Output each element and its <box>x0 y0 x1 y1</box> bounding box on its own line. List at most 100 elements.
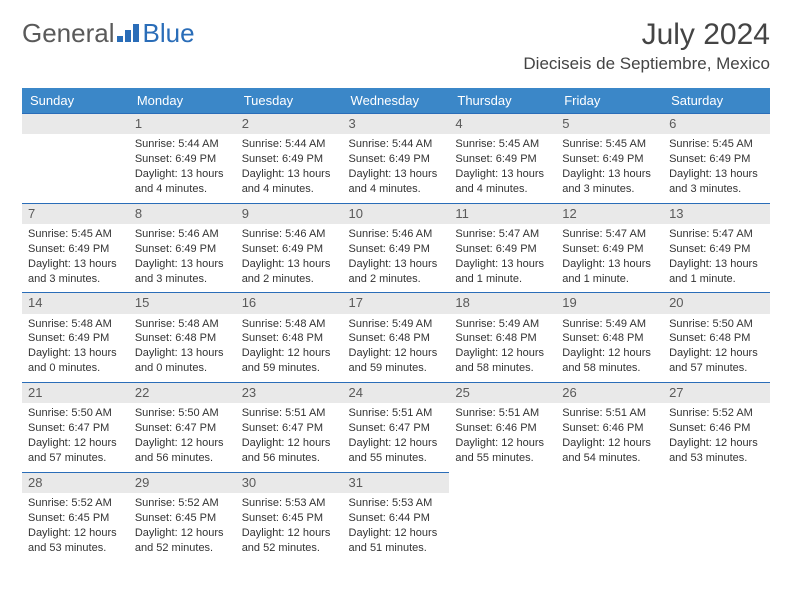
calendar-cell: 15Sunrise: 5:48 AMSunset: 6:48 PMDayligh… <box>129 292 236 382</box>
calendar-cell: 2Sunrise: 5:44 AMSunset: 6:49 PMDaylight… <box>236 113 343 203</box>
day-line: Daylight: 12 hours <box>349 436 444 451</box>
day-line: and 1 minute. <box>455 272 550 287</box>
daynum-bar: 11 <box>449 203 556 224</box>
calendar-cell <box>22 113 129 203</box>
daynum-bar: 28 <box>22 472 129 493</box>
day-line: Sunrise: 5:44 AM <box>242 137 337 152</box>
day-line: Sunrise: 5:45 AM <box>28 227 123 242</box>
calendar-cell: 8Sunrise: 5:46 AMSunset: 6:49 PMDaylight… <box>129 203 236 293</box>
day-line: Daylight: 13 hours <box>28 346 123 361</box>
dayheader-wednesday: Wednesday <box>343 88 450 113</box>
day-line: and 1 minute. <box>562 272 657 287</box>
day-line: Sunset: 6:49 PM <box>562 242 657 257</box>
daynum-bar: 14 <box>22 292 129 313</box>
calendar-cell: 11 Sunrise: 5:47 AMSunset: 6:49 PMDayligh… <box>449 203 556 293</box>
day-line: Sunrise: 5:44 AM <box>349 137 444 152</box>
day-line: Daylight: 13 hours <box>455 257 550 272</box>
calendar-cell <box>556 472 663 562</box>
daynum-bar: 30 <box>236 472 343 493</box>
day-line: Sunrise: 5:46 AM <box>349 227 444 242</box>
calendar-cell: 25Sunrise: 5:51 AMSunset: 6:46 PMDayligh… <box>449 382 556 472</box>
day-line: Sunset: 6:49 PM <box>455 242 550 257</box>
day-body: Sunrise: 5:48 AMSunset: 6:48 PMDaylight:… <box>129 314 236 382</box>
day-line: Sunset: 6:48 PM <box>455 331 550 346</box>
day-body: Sunrise: 5:48 AMSunset: 6:48 PMDaylight:… <box>236 314 343 382</box>
daynum-bar: 8 <box>129 203 236 224</box>
daynum-bar: 18 <box>449 292 556 313</box>
day-line: and 3 minutes. <box>562 182 657 197</box>
day-line: Sunset: 6:47 PM <box>242 421 337 436</box>
calendar-cell: 18Sunrise: 5:49 AMSunset: 6:48 PMDayligh… <box>449 292 556 382</box>
day-line: and 1 minute. <box>669 272 764 287</box>
day-body: Sunrise: 5:49 AMSunset: 6:48 PMDaylight:… <box>556 314 663 382</box>
day-body: Sunrise: 5:48 AMSunset: 6:49 PMDaylight:… <box>22 314 129 382</box>
day-line: Sunset: 6:48 PM <box>242 331 337 346</box>
day-line: Sunrise: 5:53 AM <box>242 496 337 511</box>
day-body: Sunrise: 5:50 AMSunset: 6:47 PMDaylight:… <box>129 403 236 471</box>
calendar-cell: 10Sunrise: 5:46 AMSunset: 6:49 PMDayligh… <box>343 203 450 293</box>
daynum-bar: 9 <box>236 203 343 224</box>
day-line: Sunrise: 5:49 AM <box>562 317 657 332</box>
daynum-bar: 4 <box>449 113 556 134</box>
day-line: Sunrise: 5:51 AM <box>242 406 337 421</box>
day-line: and 52 minutes. <box>135 541 230 556</box>
day-line: Daylight: 13 hours <box>455 167 550 182</box>
calendar-cell: 27Sunrise: 5:52 AMSunset: 6:46 PMDayligh… <box>663 382 770 472</box>
day-line: Sunset: 6:49 PM <box>242 242 337 257</box>
day-line: Daylight: 12 hours <box>28 436 123 451</box>
dayheader-monday: Monday <box>129 88 236 113</box>
day-line: Sunrise: 5:50 AM <box>135 406 230 421</box>
day-line: and 53 minutes. <box>28 541 123 556</box>
daynum-bar: 7 <box>22 203 129 224</box>
calendar-cell: 4Sunrise: 5:45 AMSunset: 6:49 PMDaylight… <box>449 113 556 203</box>
day-line: and 52 minutes. <box>242 541 337 556</box>
title-block: July 2024 Dieciseis de Septiembre, Mexic… <box>523 18 770 74</box>
day-line: Sunrise: 5:47 AM <box>455 227 550 242</box>
day-body: Sunrise: 5:47 AMSunset: 6:49 PMDaylight:… <box>663 224 770 292</box>
day-line: Daylight: 13 hours <box>135 346 230 361</box>
day-line: Sunset: 6:46 PM <box>455 421 550 436</box>
day-line: and 4 minutes. <box>349 182 444 197</box>
dayheader-saturday: Saturday <box>663 88 770 113</box>
calendar-cell <box>449 472 556 562</box>
day-line: Daylight: 12 hours <box>669 436 764 451</box>
daynum-bar <box>22 113 129 134</box>
day-body: Sunrise: 5:45 AMSunset: 6:49 PMDaylight:… <box>663 134 770 202</box>
day-body: Sunrise: 5:49 AMSunset: 6:48 PMDaylight:… <box>449 314 556 382</box>
day-line: Sunset: 6:49 PM <box>669 152 764 167</box>
calendar-week-row: 1Sunrise: 5:44 AMSunset: 6:49 PMDaylight… <box>22 113 770 203</box>
day-line: and 2 minutes. <box>242 272 337 287</box>
day-body: Sunrise: 5:50 AMSunset: 6:47 PMDaylight:… <box>22 403 129 471</box>
daynum-bar: 5 <box>556 113 663 134</box>
day-line: and 59 minutes. <box>242 361 337 376</box>
day-line: and 3 minutes. <box>669 182 764 197</box>
day-line: Sunset: 6:44 PM <box>349 511 444 526</box>
brand-part1: General <box>22 18 115 48</box>
daynum-bar: 12 <box>556 203 663 224</box>
day-line: and 57 minutes. <box>669 361 764 376</box>
day-line: Sunrise: 5:48 AM <box>135 317 230 332</box>
daynum-bar: 26 <box>556 382 663 403</box>
calendar-cell: 7Sunrise: 5:45 AMSunset: 6:49 PMDaylight… <box>22 203 129 293</box>
daynum-bar: 25 <box>449 382 556 403</box>
day-body: Sunrise: 5:52 AMSunset: 6:45 PMDaylight:… <box>129 493 236 561</box>
calendar-cell: 16Sunrise: 5:48 AMSunset: 6:48 PMDayligh… <box>236 292 343 382</box>
day-line: Sunset: 6:49 PM <box>242 152 337 167</box>
day-body: Sunrise: 5:46 AMSunset: 6:49 PMDaylight:… <box>343 224 450 292</box>
day-line: Sunrise: 5:52 AM <box>135 496 230 511</box>
day-line: Sunrise: 5:51 AM <box>562 406 657 421</box>
calendar-week-row: 28Sunrise: 5:52 AMSunset: 6:45 PMDayligh… <box>22 472 770 562</box>
day-body: Sunrise: 5:44 AMSunset: 6:49 PMDaylight:… <box>129 134 236 202</box>
day-line: Daylight: 12 hours <box>28 526 123 541</box>
day-line: and 51 minutes. <box>349 541 444 556</box>
day-line: and 58 minutes. <box>455 361 550 376</box>
daynum-bar: 2 <box>236 113 343 134</box>
day-line: Daylight: 12 hours <box>669 346 764 361</box>
day-line: Sunrise: 5:46 AM <box>242 227 337 242</box>
day-line: Sunset: 6:48 PM <box>562 331 657 346</box>
daynum-bar: 13 <box>663 203 770 224</box>
day-line: Sunset: 6:49 PM <box>349 242 444 257</box>
day-line: and 56 minutes. <box>242 451 337 466</box>
calendar-week-row: 7Sunrise: 5:45 AMSunset: 6:49 PMDaylight… <box>22 203 770 293</box>
day-body: Sunrise: 5:51 AMSunset: 6:47 PMDaylight:… <box>236 403 343 471</box>
